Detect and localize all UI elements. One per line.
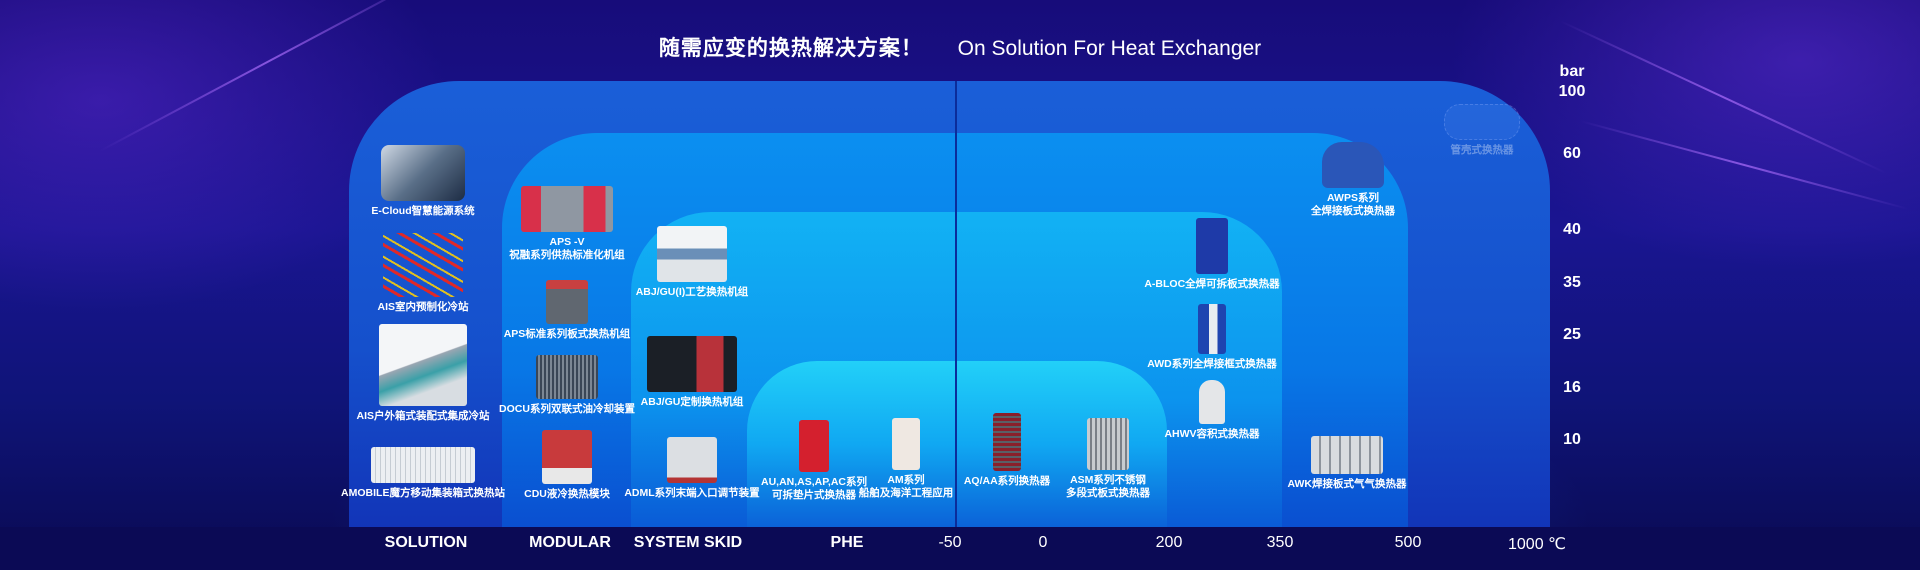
product-awps[interactable]: AWPS系列 全焊接板式换热器: [1253, 142, 1453, 218]
product-ais-outdoor[interactable]: AIS户外箱式装配式集成冷站: [323, 324, 523, 423]
product-shell-and-tube[interactable]: 管壳式换热器: [1382, 104, 1582, 157]
product-label: ABJ/GU(I)工艺换热机组: [635, 286, 749, 298]
product-label: AIS室内预制化冷站: [377, 301, 469, 313]
pressure-tick: 60: [1563, 145, 1581, 162]
category-system-skid: SYSTEM SKID: [633, 534, 743, 551]
product-awd[interactable]: AWD系列全焊接框式换热器: [1112, 304, 1312, 371]
custom-skid-image: [647, 336, 737, 392]
page-title: 随需应变的换热解决方案！ On Solution For Heat Exchan…: [0, 32, 1920, 62]
pressure-tick: 25: [1563, 326, 1581, 343]
pressure-unit: bar: [1559, 63, 1585, 80]
docu-unit-image: [536, 355, 598, 399]
product-a-bloc[interactable]: A-BLOC全焊可拆板式换热器: [1112, 218, 1312, 291]
product-adml[interactable]: ADML系列末端入口调节装置: [592, 437, 792, 500]
outdoor-station-image: [379, 324, 467, 406]
product-au-an-as-ap-ac[interactable]: AU,AN,AS,AP,AC系列 可拆垫片式换热器: [714, 420, 914, 502]
a-bloc-image: [1196, 218, 1228, 274]
product-label: AU,AN,AS,AP,AC系列: [761, 476, 867, 488]
pressure-tick: 16: [1563, 379, 1581, 396]
product-label: 管壳式换热器: [1450, 144, 1514, 156]
product-label: APS -V: [549, 236, 585, 248]
product-label: AWPS系列: [1327, 192, 1379, 204]
cdu-unit-image: [542, 430, 592, 484]
product-label: 可拆垫片式换热器: [772, 489, 856, 501]
product-abj-gu-i[interactable]: ABJ/GU(I)工艺换热机组: [592, 226, 792, 299]
adml-unit-image: [667, 437, 717, 483]
axis-band: [0, 527, 1920, 570]
temp-tick: 500: [1394, 534, 1422, 551]
product-aps-v[interactable]: APS -V 祝融系列供热标准化机组: [467, 186, 667, 262]
process-skid-image: [657, 226, 727, 282]
product-label: DOCU系列双联式油冷却装置: [499, 403, 635, 415]
product-amobile[interactable]: AMOBILE魔方移动集装箱式换热站: [323, 447, 523, 500]
product-awk[interactable]: AWK焊接板式气气换热器: [1247, 436, 1447, 491]
aps-v-unit-image: [521, 186, 613, 232]
stainless-phe-image: [1087, 418, 1129, 470]
product-label: 全焊接板式换热器: [1311, 205, 1395, 217]
product-docu[interactable]: DOCU系列双联式油冷却装置: [467, 355, 667, 416]
temp-tick: 0: [1038, 534, 1048, 551]
product-label: A-BLOC全焊可拆板式换热器: [1144, 278, 1280, 290]
product-label: 祝融系列供热标准化机组: [509, 249, 625, 261]
product-abj-gu-custom[interactable]: ABJ/GU定制换热机组: [592, 336, 792, 409]
pressure-tick: 40: [1563, 221, 1581, 238]
temp-tick: -50: [938, 534, 962, 551]
product-ais-indoor[interactable]: AIS室内预制化冷站: [323, 233, 523, 314]
shell-and-tube-image: [1444, 104, 1520, 140]
product-ahwv[interactable]: AHWV容积式换热器: [1112, 380, 1312, 441]
product-label: AWD系列全焊接框式换热器: [1147, 358, 1277, 370]
product-label: 多段式板式换热器: [1066, 487, 1150, 499]
gasketed-phe-image: [799, 420, 829, 472]
awps-image: [1322, 142, 1384, 188]
axis-divider: [955, 81, 957, 527]
awd-image: [1198, 304, 1226, 354]
pressure-tick: 35: [1563, 274, 1581, 291]
product-cdu[interactable]: CDU液冷换热模块: [467, 430, 667, 501]
marine-phe-image: [892, 418, 920, 470]
product-label: AM系列: [887, 474, 925, 486]
category-phe: PHE: [830, 534, 864, 551]
product-aps-standard[interactable]: APS标准系列板式换热机组: [467, 280, 667, 341]
control-room-image: [381, 145, 465, 201]
product-label: AMOBILE魔方移动集装箱式换热站: [341, 487, 505, 499]
product-label: AIS户外箱式装配式集成冷站: [356, 410, 490, 422]
phe-image: [993, 413, 1021, 471]
awk-image: [1311, 436, 1383, 474]
product-label: ABJ/GU定制换热机组: [640, 396, 744, 408]
container-image: [371, 447, 475, 483]
temp-tick: 1000 ℃: [1507, 536, 1567, 553]
product-label: ADML系列末端入口调节装置: [624, 487, 760, 499]
category-solution: SOLUTION: [384, 534, 468, 551]
aps-unit-image: [546, 280, 588, 324]
ahwv-vessel-image: [1199, 380, 1225, 424]
product-am[interactable]: AM系列 船舶及海洋工程应用: [806, 418, 1006, 500]
product-label: AHWV容积式换热器: [1164, 428, 1260, 440]
product-label: E-Cloud智慧能源系统: [371, 205, 475, 217]
temp-tick: 200: [1155, 534, 1183, 551]
product-e-cloud[interactable]: E-Cloud智慧能源系统: [323, 145, 523, 218]
temp-tick: 350: [1266, 534, 1294, 551]
product-label: CDU液冷换热模块: [524, 488, 610, 500]
product-label: 船舶及海洋工程应用: [858, 487, 954, 499]
pressure-tick: 100: [1558, 83, 1586, 100]
category-modular: MODULAR: [529, 534, 611, 551]
product-aq-aa[interactable]: AQ/AA系列换热器: [907, 413, 1107, 488]
title-cn: 随需应变的换热解决方案！: [658, 37, 923, 60]
product-label: ASM系列不锈钢: [1070, 474, 1146, 486]
product-label: APS标准系列板式换热机组: [503, 328, 631, 340]
piping-diagram-image: [383, 233, 463, 297]
pressure-tick: 10: [1563, 431, 1581, 448]
product-label: AQ/AA系列换热器: [963, 475, 1051, 487]
product-label: AWK焊接板式气气换热器: [1287, 478, 1407, 490]
title-en: On Solution For Heat Exchanger: [957, 37, 1262, 60]
product-asm[interactable]: ASM系列不锈钢 多段式板式换热器: [1008, 418, 1208, 500]
